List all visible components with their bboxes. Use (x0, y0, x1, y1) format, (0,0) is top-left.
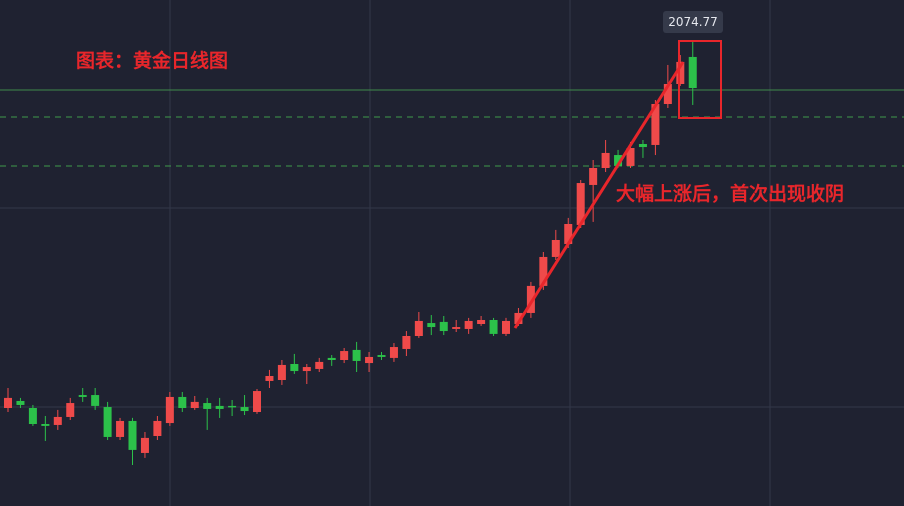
candle-body (340, 351, 349, 360)
candle-body (539, 256, 548, 286)
candle-body (526, 285, 535, 313)
highlight-box (678, 40, 722, 119)
candle-body (352, 349, 361, 361)
candle-body (215, 405, 224, 409)
candle-body (439, 321, 448, 332)
candle-body (414, 320, 423, 336)
candle-body (16, 400, 25, 405)
candle-body (365, 356, 374, 364)
candle-body (327, 357, 336, 360)
candle-body (190, 401, 199, 408)
candle-body (514, 312, 523, 324)
candle-body (576, 183, 585, 225)
candle-body (389, 347, 398, 358)
candle-body (489, 320, 498, 334)
candles (4, 41, 697, 465)
candle-body (302, 367, 311, 372)
candle-body (315, 361, 324, 369)
candle-body (140, 437, 149, 453)
candle-body (377, 355, 386, 357)
candle-body (290, 364, 299, 372)
candle-body (402, 336, 411, 349)
candle-body (265, 376, 274, 381)
annotation: 大幅上涨后，首次出现收阴 (616, 182, 844, 205)
candle-body (228, 405, 237, 408)
candle-body (589, 168, 598, 185)
candle-body (277, 364, 286, 380)
candle-body (452, 327, 461, 329)
candle-body (651, 104, 660, 145)
candle-body (663, 84, 672, 104)
trend-line (513, 61, 685, 329)
candle-body (103, 407, 112, 437)
candle-body (116, 420, 125, 437)
candle-body (614, 155, 623, 166)
chart-title: 图表：黄金日线图 (76, 49, 228, 72)
price-tag (663, 11, 723, 33)
candle-body (477, 320, 486, 324)
candle-body (551, 240, 560, 257)
candle-body (203, 403, 212, 409)
candle-body (240, 407, 249, 412)
candle-body (165, 396, 174, 424)
candle-body (4, 397, 12, 408)
candle-body (53, 416, 62, 425)
candle-body (153, 420, 162, 436)
candle-body (502, 320, 510, 334)
candle-body (638, 144, 647, 148)
candle-body (464, 320, 473, 329)
candle-body (253, 391, 261, 412)
candle-body (91, 395, 100, 406)
candle-body (28, 408, 37, 424)
candle-body (66, 403, 75, 417)
candle-body (427, 323, 436, 328)
candle-body (41, 424, 50, 426)
candle-body (601, 152, 610, 168)
candle-body (78, 395, 87, 397)
candle-body (688, 56, 697, 88)
candle-body (564, 224, 573, 244)
candle-body (128, 420, 137, 450)
candle-body (178, 396, 187, 408)
candle-body (676, 61, 685, 84)
price-label: 2074.77 (668, 15, 718, 29)
candle-body (626, 148, 635, 166)
